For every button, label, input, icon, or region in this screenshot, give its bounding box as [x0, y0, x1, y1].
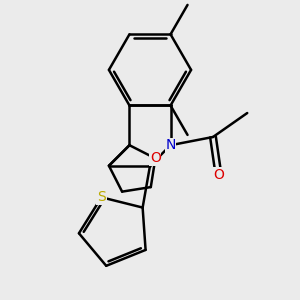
Text: O: O: [150, 152, 161, 165]
Text: S: S: [97, 190, 106, 204]
Text: O: O: [213, 168, 224, 182]
Text: N: N: [165, 138, 176, 152]
